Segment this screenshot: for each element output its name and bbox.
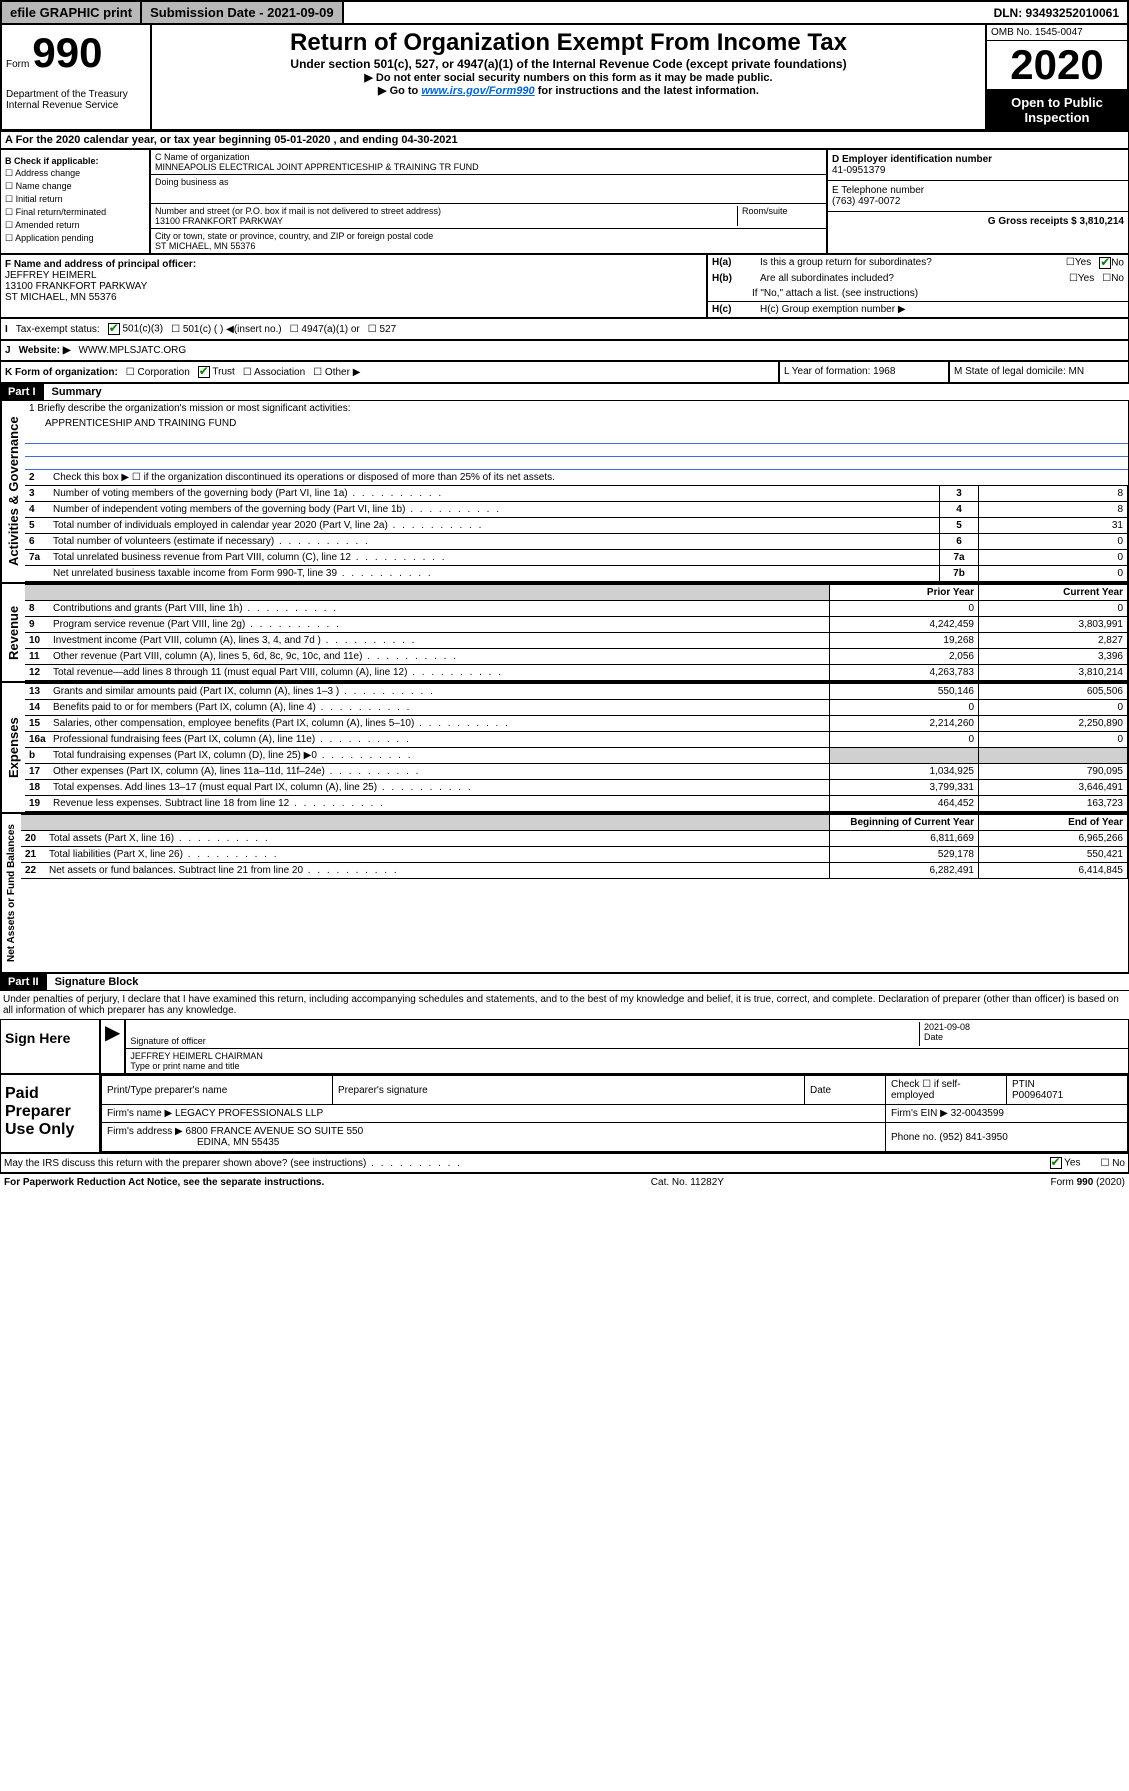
- k-trust[interactable]: Trust: [198, 366, 235, 378]
- firm-phone: Phone no. (952) 841-3950: [886, 1123, 1128, 1152]
- ein: 41-0951379: [832, 165, 1124, 176]
- ha-no[interactable]: No: [1095, 255, 1128, 271]
- dept-treasury: Department of the Treasury Internal Reve…: [6, 77, 146, 111]
- k-other[interactable]: ☐ Other ▶: [313, 367, 360, 378]
- footer: For Paperwork Reduction Act Notice, see …: [0, 1173, 1129, 1191]
- open-to-public: Open to Public Inspection: [987, 91, 1127, 129]
- 527-check[interactable]: ☐ 527: [368, 324, 396, 335]
- form-header: Form 990 Department of the Treasury Inte…: [0, 25, 1129, 131]
- governance-table: 3Number of voting members of the governi…: [25, 485, 1128, 582]
- officer-name-title: JEFFREY HEIMERL CHAIRMAN: [130, 1051, 1124, 1061]
- tax-year: 2020: [987, 41, 1127, 91]
- part1-badge: Part I: [0, 384, 44, 400]
- sign-date: 2021-09-08: [924, 1022, 1124, 1032]
- check-address[interactable]: ☐ Address change: [5, 168, 145, 179]
- firm-name: LEGACY PROFESSIONALS LLP: [175, 1108, 323, 1119]
- governance-section: Activities & Governance 1 Briefly descri…: [0, 400, 1129, 583]
- sign-here-label: Sign Here: [1, 1020, 101, 1073]
- submission-date: Submission Date - 2021-09-09: [142, 2, 344, 23]
- mission-text: APPRENTICESHIP AND TRAINING FUND: [25, 416, 1128, 431]
- dln: DLN: 93493252010061: [986, 3, 1127, 23]
- firm-address: 6800 FRANCE AVENUE SO SUITE 550: [186, 1126, 364, 1137]
- footer-mid: Cat. No. 11282Y: [651, 1177, 724, 1188]
- perjury-text: Under penalties of perjury, I declare th…: [0, 990, 1129, 1019]
- paid-preparer-label: Paid Preparer Use Only: [1, 1075, 101, 1152]
- ptin: P00964071: [1012, 1090, 1122, 1101]
- vert-revenue: Revenue: [1, 584, 25, 681]
- discuss-no[interactable]: ☐ No: [1100, 1158, 1125, 1169]
- website-url: WWW.MPLSJATC.ORG: [79, 345, 187, 356]
- discuss-yes[interactable]: Yes: [1050, 1157, 1081, 1169]
- info-grid: B Check if applicable: ☐ Address change …: [0, 149, 1129, 254]
- firm-ein: Firm's EIN ▶ 32-0043599: [886, 1105, 1128, 1123]
- expenses-section: Expenses 13Grants and similar amounts pa…: [0, 682, 1129, 813]
- form-number: 990: [32, 29, 102, 76]
- efile-button[interactable]: efile GRAPHIC print: [2, 2, 142, 23]
- instruction-1: ▶ Do not enter social security numbers o…: [156, 71, 981, 84]
- footer-right: Form 990 (2020): [1051, 1177, 1125, 1188]
- form-label: Form: [6, 59, 29, 70]
- street-address: 13100 FRANKFORT PARKWAY: [155, 216, 737, 226]
- 501c3-check[interactable]: 501(c)(3): [108, 323, 163, 335]
- part2-header-row: Part II Signature Block: [0, 973, 1129, 990]
- main-title: Return of Organization Exempt From Incom…: [156, 29, 981, 57]
- section-b: B Check if applicable: ☐ Address change …: [0, 149, 150, 254]
- gross-receipts: G Gross receipts $ 3,810,214: [988, 216, 1124, 227]
- section-c: C Name of organization MINNEAPOLIS ELECT…: [150, 149, 827, 254]
- part2-title: Signature Block: [47, 974, 147, 990]
- footer-left: For Paperwork Reduction Act Notice, see …: [4, 1177, 324, 1188]
- check-final[interactable]: ☐ Final return/terminated: [5, 207, 145, 218]
- website-row: J Website: ▶ WWW.MPLSJATC.ORG: [0, 340, 1129, 361]
- part2-badge: Part II: [0, 974, 47, 990]
- sign-here-section: Sign Here ▶ Signature of officer 2021-09…: [0, 1019, 1129, 1074]
- check-amended[interactable]: ☐ Amended return: [5, 220, 145, 231]
- vert-expenses: Expenses: [1, 683, 25, 812]
- sign-arrow-icon: ▶: [101, 1020, 126, 1073]
- 501c-check[interactable]: ☐ 501(c) ( ) ◀(insert no.): [171, 324, 282, 335]
- check-pending[interactable]: ☐ Application pending: [5, 233, 145, 244]
- paid-preparer-section: Paid Preparer Use Only Print/Type prepar…: [0, 1074, 1129, 1153]
- omb-number: OMB No. 1545-0047: [987, 25, 1127, 41]
- vert-net: Net Assets or Fund Balances: [1, 814, 21, 972]
- tax-exempt-row: I Tax-exempt status: 501(c)(3) ☐ 501(c) …: [0, 318, 1129, 340]
- ha-yes[interactable]: ☐Yes: [1062, 255, 1095, 271]
- hb-yes[interactable]: ☐Yes: [1065, 271, 1098, 286]
- k-corp[interactable]: ☐ Corporation: [126, 367, 190, 378]
- net-table: Beginning of Current YearEnd of Year 20T…: [21, 814, 1128, 879]
- part1-title: Summary: [44, 384, 110, 400]
- expenses-table: 13Grants and similar amounts paid (Part …: [25, 683, 1128, 812]
- subtitle: Under section 501(c), 527, or 4947(a)(1)…: [156, 57, 981, 71]
- hb-no[interactable]: ☐No: [1098, 271, 1128, 286]
- section-d-e-g: D Employer identification number 41-0951…: [827, 149, 1129, 254]
- org-name: MINNEAPOLIS ELECTRICAL JOINT APPRENTICES…: [155, 162, 822, 172]
- check-name[interactable]: ☐ Name change: [5, 181, 145, 192]
- vert-governance: Activities & Governance: [1, 401, 25, 582]
- form-of-org: K Form of organization: ☐ Corporation Tr…: [0, 361, 779, 383]
- discuss-row: May the IRS discuss this return with the…: [0, 1153, 1129, 1173]
- f-h-section: F Name and address of principal officer:…: [0, 254, 1129, 318]
- instruction-2: ▶ Go to www.irs.gov/Form990 for instruct…: [156, 84, 981, 97]
- k-assoc[interactable]: ☐ Association: [243, 367, 305, 378]
- top-bar: efile GRAPHIC print Submission Date - 20…: [0, 0, 1129, 25]
- revenue-table: Prior YearCurrent Year 8Contributions an…: [25, 584, 1128, 681]
- telephone: (763) 497-0072: [832, 196, 1124, 207]
- revenue-section: Revenue Prior YearCurrent Year 8Contribu…: [0, 583, 1129, 682]
- officer-name: JEFFREY HEIMERL: [5, 270, 702, 281]
- 4947-check[interactable]: ☐ 4947(a)(1) or: [290, 324, 360, 335]
- state-domicile: M State of legal domicile: MN: [949, 361, 1129, 383]
- section-a: A For the 2020 calendar year, or tax yea…: [0, 131, 1129, 149]
- net-section: Net Assets or Fund Balances Beginning of…: [0, 813, 1129, 973]
- self-employed-check[interactable]: Check ☐ if self-employed: [886, 1076, 1007, 1105]
- part1-header-row: Part I Summary: [0, 383, 1129, 400]
- year-formation: L Year of formation: 1968: [779, 361, 949, 383]
- irs-link[interactable]: www.irs.gov/Form990: [421, 85, 534, 97]
- city-state-zip: ST MICHAEL, MN 55376: [155, 241, 822, 251]
- check-initial[interactable]: ☐ Initial return: [5, 194, 145, 205]
